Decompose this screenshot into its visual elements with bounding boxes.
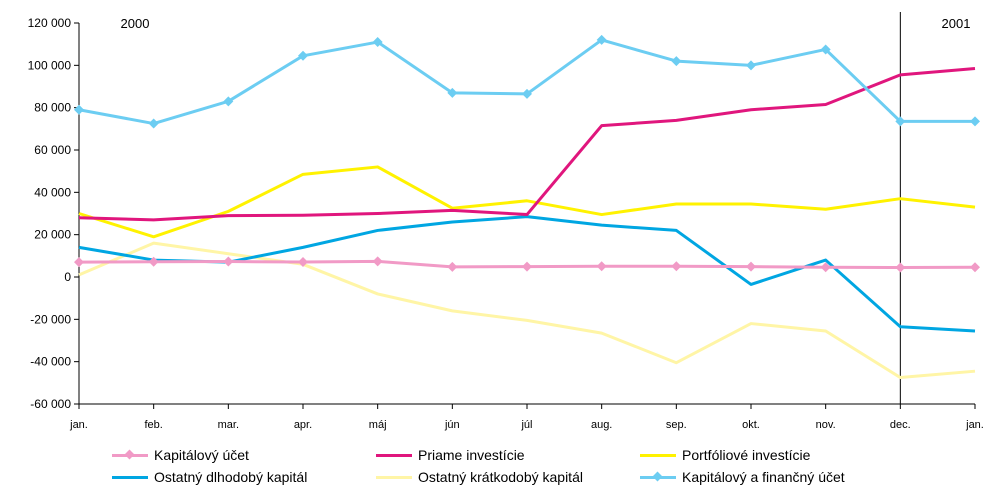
y-tick-label: -60 000	[30, 397, 71, 411]
series-0-point	[223, 256, 234, 267]
series-0-point	[895, 262, 906, 273]
axes: 120 000 100 000 80 000 60 000 40 000 20 000 0 -…	[28, 12, 984, 431]
year-label-2000: 2000	[121, 16, 150, 31]
y-tick-label: 20 000	[34, 228, 71, 242]
series-5-point	[746, 60, 756, 71]
series-0-point	[596, 261, 607, 272]
series-5-point	[596, 34, 607, 45]
series-5-point	[820, 44, 831, 55]
series-0-point	[522, 261, 532, 272]
x-tick-label: mar.	[218, 419, 239, 431]
y-tick-label: 80 000	[34, 101, 71, 115]
y-tick-label: 0	[64, 270, 71, 284]
x-tick-label: jan.	[69, 419, 88, 431]
series-0-point	[447, 261, 458, 272]
series-0-point	[671, 261, 682, 272]
series-5-point	[447, 87, 458, 98]
series-5-point	[298, 50, 308, 61]
series-0-point	[820, 262, 831, 273]
x-tick-label: aug.	[591, 419, 612, 431]
series-5-point	[895, 116, 906, 127]
series-3-line	[78, 215, 976, 333]
y-tick-label: 100 000	[28, 58, 72, 72]
series-5-point	[372, 37, 383, 48]
x-tick-label: jún	[444, 419, 460, 431]
x-tick-label: jan.	[965, 419, 984, 431]
x-tick-label: máj	[369, 419, 387, 431]
x-tick-label: sep.	[666, 419, 687, 431]
series-5-point	[148, 118, 159, 129]
series-5-line	[78, 38, 975, 126]
x-tick-label: feb.	[144, 419, 162, 431]
series-1-line	[78, 67, 976, 222]
x-tick-label: nov.	[816, 419, 836, 431]
series-5-point	[671, 56, 682, 67]
x-tick-label: okt.	[742, 419, 760, 431]
series-layer	[74, 34, 980, 380]
series-5-point	[522, 88, 532, 99]
series-0-point	[746, 261, 756, 272]
y-tick-label: -20 000	[30, 312, 71, 326]
year-label-2001: 2001	[942, 16, 971, 31]
x-tick-label: júl	[520, 419, 532, 431]
series-4-line	[78, 241, 976, 380]
series-5-point	[223, 96, 234, 107]
series-5-point	[970, 116, 980, 127]
series-0-point	[298, 256, 308, 267]
series-0-point	[74, 257, 84, 268]
y-tick-label: 60 000	[34, 143, 71, 157]
series-0-point	[372, 256, 383, 267]
y-tick-label: 120 000	[28, 16, 72, 30]
x-tick-label: dec.	[890, 419, 911, 431]
series-0-point	[148, 256, 159, 267]
series-5-point	[74, 104, 84, 115]
x-tick-label: apr.	[294, 419, 312, 431]
series-2-line	[78, 165, 976, 239]
y-tick-label: 40 000	[34, 185, 71, 199]
y-tick-label: -40 000	[30, 355, 71, 369]
series-0-point	[970, 262, 980, 273]
